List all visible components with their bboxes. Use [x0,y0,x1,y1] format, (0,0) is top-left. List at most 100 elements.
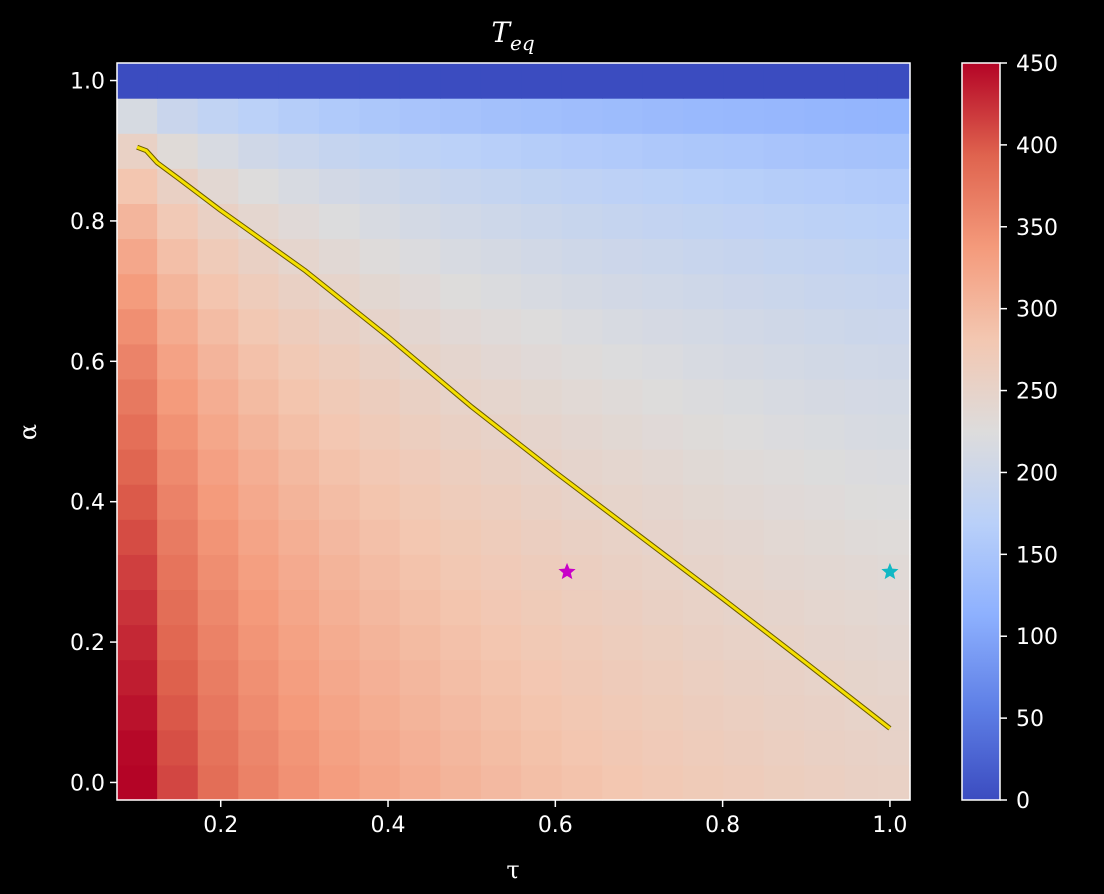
heatmap-cell [763,554,805,591]
heatmap-cell [157,238,199,275]
heatmap-cell [723,729,765,766]
heatmap-cell [561,589,603,626]
heatmap-cell [561,203,603,240]
heatmap-cell [197,133,239,169]
heatmap-cell [763,694,805,731]
heatmap-cell [359,98,401,134]
heatmap-cell [238,133,280,169]
heatmap-cell [359,133,401,169]
heatmap-cell [480,519,522,555]
heatmap-cell [602,238,643,275]
heatmap-cell [521,203,563,240]
heatmap-cell [480,554,522,591]
plot-frame [116,62,911,801]
heatmap-cell [521,343,563,380]
heatmap-cell [723,378,765,415]
heatmap-cell [602,343,643,380]
heatmap-cell [723,133,765,169]
heatmap-cell [682,519,725,555]
heatmap-cell [278,764,320,801]
heatmap-cell [440,98,482,134]
heatmap-cell [278,659,320,696]
heatmap-cell [804,624,846,661]
heatmap-cell [278,694,320,731]
heatmap-cell [877,624,911,661]
heatmap-cell [602,168,643,204]
heatmap-cell [117,589,158,626]
heatmap-cells [117,63,911,801]
heatmap-cell [359,694,401,731]
heatmap-cell [278,343,320,380]
heatmap-cell [682,343,725,380]
heatmap-cell [723,203,765,240]
heatmap-cell [642,413,684,450]
heatmap-cell [157,378,199,415]
heatmap-cell [197,343,239,380]
heatmap-cell [844,168,878,204]
heatmap-cell [117,343,158,380]
heatmap-cell [804,63,846,99]
heatmap-cell [723,63,765,99]
heatmap-cell [157,589,199,626]
colorbar-tick-label: 50 [1016,707,1044,732]
heatmap-cell [844,589,878,626]
heatmap-cell [642,238,684,275]
heatmap-cell [278,308,320,345]
heatmap-cell [682,659,725,696]
heatmap-cell [197,238,239,275]
heatmap-cell [844,659,878,696]
heatmap-cell [602,273,643,310]
heatmap-cell [763,98,805,134]
heatmap-cell [480,203,522,240]
heatmap-cell [521,133,563,169]
y-tick-label: 1.0 [70,70,105,95]
heatmap-cell [602,413,643,450]
heatmap-cell [278,519,320,555]
heatmap-cell [844,764,878,801]
heatmap-cell [157,659,199,696]
heatmap-cell [399,589,441,626]
heatmap-cell [521,238,563,275]
heatmap-cell [359,413,401,450]
heatmap-cell [399,238,441,275]
heatmap-cell [602,203,643,240]
heatmap-cell [763,484,805,520]
heatmap-cell [561,168,603,204]
heatmap-cell [877,238,911,275]
y-tick-label: 0.6 [70,350,105,375]
heatmap-cell [238,589,280,626]
heatmap-cell [399,168,441,204]
heatmap-cell [642,203,684,240]
heatmap-cell [117,238,158,275]
heatmap-cell [561,624,603,661]
heatmap-cell [278,63,320,99]
heatmap-cell [359,729,401,766]
heatmap-cell [723,484,765,520]
heatmap-cell [359,764,401,801]
heatmap-cell [480,449,522,485]
heatmap-cell [682,694,725,731]
heatmap-cell [440,343,482,380]
heatmap-cell [844,238,878,275]
heatmap-cell [440,413,482,450]
heatmap-cell [278,413,320,450]
heatmap-cell [682,378,725,415]
heatmap-cell [117,519,158,555]
heatmap-cell [561,659,603,696]
colorbar-tick-label: 250 [1016,380,1058,405]
heatmap-cell [521,484,563,520]
heatmap-cell [602,378,643,415]
heatmap-cell [238,694,280,731]
heatmap-cell [117,449,158,485]
heatmap-cell [238,378,280,415]
heatmap-cell [602,624,643,661]
heatmap-cell [117,413,158,450]
heatmap-cell [440,694,482,731]
heatmap-cell [480,168,522,204]
heatmap-cell [723,694,765,731]
heatmap-cell [238,484,280,520]
heatmap-cell [804,273,846,310]
heatmap-cell [804,378,846,415]
heatmap-cell [238,308,280,345]
heatmap-cell [521,729,563,766]
